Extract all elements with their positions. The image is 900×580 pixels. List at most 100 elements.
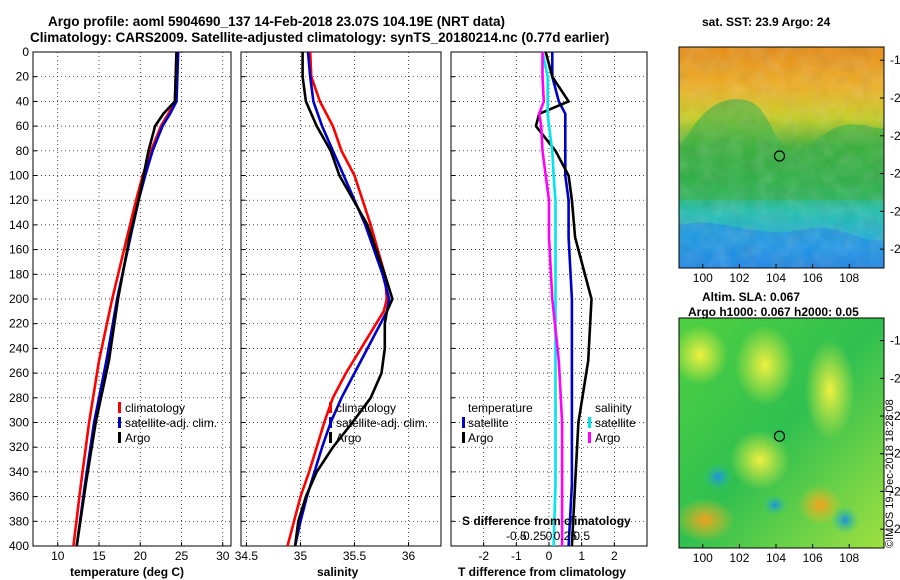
- s-difference-tick-label: 0.5: [573, 529, 590, 543]
- lat-tick-label: -28: [890, 242, 900, 256]
- sla-argo-position-marker: [773, 430, 786, 442]
- lon-tick-label: 102: [729, 271, 749, 285]
- depth-tick-label: 380: [9, 514, 29, 528]
- lat-tick-label: -28: [890, 522, 900, 536]
- salinity-axis-label: salinity: [317, 565, 359, 579]
- depth-tick-label: 400: [9, 539, 29, 553]
- series-line-argo: [75, 51, 178, 547]
- x-tick-label: 35.5: [343, 549, 367, 563]
- x-tick-label: 34.5: [235, 549, 259, 563]
- x-tick-label: 35: [294, 549, 308, 563]
- lon-tick-label: 102: [729, 551, 749, 565]
- legend-label-t-satellite: satellite: [468, 416, 509, 430]
- x-tick-label: -1: [511, 549, 522, 563]
- legend-label-satellite: satellite-adj. clim.: [336, 416, 428, 430]
- sst-map: [679, 47, 884, 268]
- lon-tick-label: 104: [766, 271, 786, 285]
- legend-swatch-climatology: [118, 402, 121, 413]
- x-tick-label: 10: [51, 549, 65, 563]
- legend-heading-salinity: salinity: [595, 401, 632, 415]
- sla-blob: [798, 485, 842, 525]
- depth-tick-label: 360: [9, 490, 29, 504]
- legend-label-satellite: satellite-adj. clim.: [125, 416, 217, 430]
- depth-tick-label: 300: [9, 416, 29, 430]
- lat-tick-label: -24: [890, 447, 900, 461]
- series-line-climatology: [286, 51, 389, 547]
- depth-tick-label: 340: [9, 465, 29, 479]
- lat-tick-label: -26: [890, 204, 900, 218]
- legend-label-climatology: climatology: [125, 401, 185, 415]
- legend-swatch-t-argo: [462, 432, 465, 443]
- legend-label-s-argo: Argo: [595, 431, 621, 445]
- sla-map-frame: [678, 317, 885, 549]
- s-difference-tick-label: 0.25: [554, 529, 578, 543]
- depth-tick-label: 260: [9, 366, 29, 380]
- sst-texture: [679, 47, 884, 268]
- sst-argo-position-marker: [773, 150, 786, 162]
- lon-tick-label: 104: [766, 551, 786, 565]
- lat-tick-label: -18: [890, 334, 900, 348]
- depth-tick-label: 80: [16, 144, 30, 158]
- series-line-argo: [293, 52, 394, 547]
- sla-map-subtitle: Argo h1000: 0.067 h2000: 0.05: [688, 305, 859, 319]
- series-line-temperature-satellite: [550, 52, 574, 547]
- depth-tick-label: 100: [9, 169, 29, 183]
- difference-legend: temperature satellite Argo salinity sate…: [462, 401, 636, 445]
- series-line-salinity-argo: [537, 52, 564, 546]
- sla-blob: [679, 498, 735, 542]
- legend-label-s-satellite: satellite: [595, 416, 636, 430]
- depth-tick-label: 60: [16, 119, 30, 133]
- lon-tick-label: 106: [803, 271, 823, 285]
- depth-tick-label: 160: [9, 243, 29, 257]
- legend-swatch-s-argo: [588, 432, 591, 443]
- legend-label-climatology: climatology: [336, 401, 396, 415]
- x-tick-label: 1: [578, 549, 585, 563]
- temperature-legend: climatology satellite-adj. clim. Argo: [118, 401, 217, 445]
- x-tick-label: 20: [134, 549, 148, 563]
- lon-tick-label: 100: [693, 271, 713, 285]
- legend-swatch-argo: [329, 432, 332, 443]
- x-tick-label: 25: [175, 549, 189, 563]
- series-line-satellite-adj-clim-: [75, 51, 180, 547]
- lon-tick-label: 108: [839, 551, 859, 565]
- depth-tick-label: 120: [9, 193, 29, 207]
- sla-map-title: Altim. SLA: 0.067: [702, 290, 800, 304]
- lat-tick-label: -22: [890, 409, 900, 423]
- depth-tick-label: 240: [9, 341, 29, 355]
- sla-blob: [763, 495, 787, 515]
- depth-tick-label: 20: [16, 70, 30, 84]
- legend-label-argo: Argo: [125, 431, 151, 445]
- legend-swatch-satellite: [118, 417, 121, 428]
- salinity-legend: climatology satellite-adj. clim. Argo: [329, 401, 428, 445]
- lat-tick-label: -24: [890, 167, 900, 181]
- sla-blob: [679, 325, 728, 385]
- depth-tick-label: 280: [9, 391, 29, 405]
- legend-label-t-argo: Argo: [468, 431, 494, 445]
- depth-tick-label: 200: [9, 292, 29, 306]
- depth-tick-label: 140: [9, 218, 29, 232]
- legend-swatch-t-satellite: [462, 417, 465, 428]
- depth-tick-label: 180: [9, 267, 29, 281]
- lon-tick-label: 108: [839, 271, 859, 285]
- legend-swatch-satellite: [329, 417, 332, 428]
- x-tick-label: 0: [546, 549, 553, 563]
- s-difference-tick-label: -0.25: [519, 529, 547, 543]
- lon-tick-label: 100: [693, 551, 713, 565]
- s-difference-tick-label: -0.5: [506, 529, 527, 543]
- depth-tick-label: 0: [22, 45, 29, 59]
- legend-swatch-s-satellite: [588, 417, 591, 428]
- temperature-panel: 10 15 20 25 30020406080100120140160180200220…: [9, 45, 232, 563]
- figure-title-line1: Argo profile: aoml 5904690_137 14-Feb-20…: [48, 14, 505, 29]
- figure-title-line2: Climatology: CARS2009. Satellite-adjuste…: [30, 30, 609, 45]
- s-difference-tick-label: 0: [546, 529, 553, 543]
- sst-map-frame: [678, 46, 885, 269]
- s-difference-axis-label: S difference from climatology: [462, 514, 631, 528]
- lat-tick-label: -18: [890, 53, 900, 67]
- sla-map-axes: 100 102 104 106 108 -18 -20 -22 -24 -26 -28: [693, 334, 900, 565]
- sst-map-axes: 100 102 104 106 108 -18 -20 -22 -24 -26 -28: [693, 53, 900, 285]
- series-line-temperature-argo: [534, 51, 593, 547]
- depth-tick-label: 320: [9, 440, 29, 454]
- x-tick-label: 2: [611, 549, 618, 563]
- temperature-axis-label: temperature (deg C): [70, 565, 184, 579]
